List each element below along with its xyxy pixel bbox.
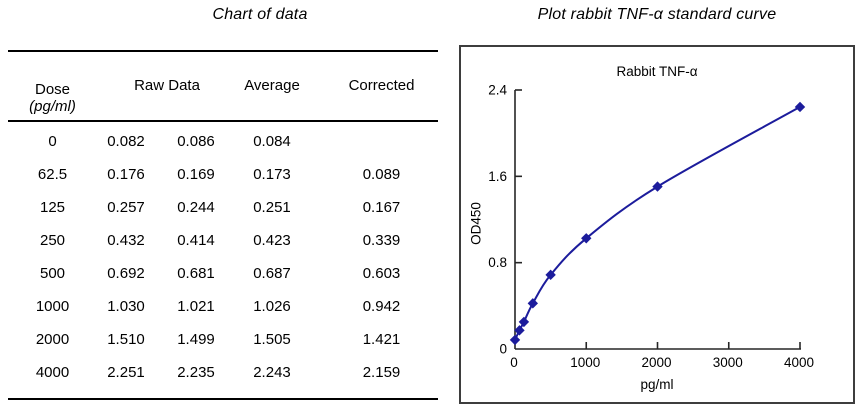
table-cell-average: 0.687 <box>253 265 291 282</box>
data-point-marker <box>514 325 525 336</box>
table-cell-raw1: 0.432 <box>107 232 145 249</box>
table-title: Chart of data <box>212 6 308 23</box>
table-cell-raw1: 1.510 <box>107 331 145 348</box>
table-cell-corrected: 0.942 <box>362 298 401 315</box>
table-cell-dose: 125 <box>39 199 66 216</box>
standard-curve-plot: 0 0.8 1.6 2.4 0 1000 2000 3000 4000 <box>488 83 814 371</box>
x-tick-label: 1000 <box>570 355 600 370</box>
table-cell-raw1: 1.030 <box>107 298 145 315</box>
data-point-marker <box>545 269 556 281</box>
table-row: 1000 1.030 1.021 1.026 0.942 <box>8 290 438 323</box>
table-row: 250 0.432 0.414 0.423 0.339 <box>8 224 438 257</box>
table-cell-dose: 250 <box>39 232 66 249</box>
column-header-corrected: Corrected <box>348 77 415 94</box>
table-row: 4000 2.251 2.235 2.243 2.159 <box>8 356 438 389</box>
y-tick-label: 0.8 <box>488 255 507 270</box>
table-cell-raw2: 0.086 <box>177 133 215 150</box>
table-cell-raw2: 0.244 <box>177 199 215 216</box>
dose-unit-label: (pg/ml) <box>29 98 76 115</box>
table-cell-dose: 62.5 <box>37 166 68 183</box>
column-header-average: Average <box>244 77 300 94</box>
table-cell-corrected: 1.421 <box>362 331 401 348</box>
table-cell-average: 0.084 <box>253 133 291 150</box>
table-cell-dose: 4000 <box>35 364 70 381</box>
table-cell-dose: 1000 <box>35 298 70 315</box>
table-row: 2000 1.510 1.499 1.505 1.421 <box>8 323 438 356</box>
standard-curve-line <box>514 105 801 341</box>
data-point-marker <box>527 298 539 309</box>
data-point-marker <box>509 334 521 346</box>
column-header-dose: Dose (pg/ml) <box>8 52 97 120</box>
table-cell-corrected: 0.089 <box>362 166 401 183</box>
table-cell-raw2: 1.021 <box>177 298 215 315</box>
y-tick-label: 1.6 <box>488 169 507 184</box>
data-point-marker <box>518 316 530 328</box>
table-cell-average: 1.026 <box>253 298 291 315</box>
table-cell-average: 0.251 <box>253 199 291 216</box>
table-cell-average: 1.505 <box>253 331 291 348</box>
table-cell-corrected: 0.339 <box>362 232 401 249</box>
table-cell-raw1: 0.176 <box>107 166 145 183</box>
table-cell-corrected: 0.603 <box>362 265 401 282</box>
table-cell-corrected: 2.159 <box>362 364 401 381</box>
table-cell-raw1: 0.692 <box>107 265 145 282</box>
table-row: 0 0.082 0.086 0.084 <box>8 125 438 158</box>
x-axis-title: pg/ml <box>640 377 674 392</box>
plot-panel-title: Plot rabbit TNF-α standard curve <box>537 6 777 23</box>
table-cell-raw1: 2.251 <box>107 364 145 381</box>
table-cell-raw2: 0.414 <box>177 232 215 249</box>
table-cell-dose: 2000 <box>35 331 70 348</box>
table-cell-average: 0.423 <box>253 232 291 249</box>
table-cell-average: 2.243 <box>253 364 291 381</box>
table-row: 62.5 0.176 0.169 0.173 0.089 <box>8 158 438 191</box>
table-cell-raw2: 0.681 <box>177 265 215 282</box>
dose-label: Dose <box>34 81 71 98</box>
table-header-row: Dose (pg/ml) Raw Data Average Corrected <box>8 52 438 122</box>
data-point-marker <box>794 101 806 113</box>
chart-box: Rabbit TNF-α OD450 pg/ml 0 0.8 1.6 2.4 0 1000… <box>459 45 855 404</box>
table-body: 0 0.082 0.086 0.084 62.5 0.176 0.169 0.173 0.089… <box>8 122 438 389</box>
y-tick-label: 2.4 <box>488 83 507 98</box>
table-cell-average: 0.173 <box>253 166 291 183</box>
data-point-marker <box>652 181 663 192</box>
x-tick-label: 3000 <box>713 355 743 370</box>
data-point-marker <box>581 233 592 244</box>
x-tick-label: 2000 <box>641 355 671 370</box>
table-cell-corrected: 0.167 <box>362 199 401 216</box>
x-tick-label: 4000 <box>784 355 814 370</box>
table-cell-raw1: 0.082 <box>107 133 145 150</box>
column-header-raw-data: Raw Data <box>134 77 200 94</box>
table-cell-dose: 0 <box>48 133 57 150</box>
table-row: 500 0.692 0.681 0.687 0.603 <box>8 257 438 290</box>
table-row: 125 0.257 0.244 0.251 0.167 <box>8 191 438 224</box>
table-cell-raw2: 2.235 <box>177 364 215 381</box>
table-cell-dose: 500 <box>39 265 66 282</box>
chart-title: Rabbit TNF-α <box>616 64 698 79</box>
table-cell-raw1: 0.257 <box>107 199 145 216</box>
y-tick-label: 0 <box>499 342 507 357</box>
table-cell-raw2: 0.169 <box>177 166 215 183</box>
table-cell-raw2: 1.499 <box>177 331 215 348</box>
x-tick-label: 0 <box>510 355 518 370</box>
data-table: Dose (pg/ml) Raw Data Average Corrected … <box>8 50 438 400</box>
